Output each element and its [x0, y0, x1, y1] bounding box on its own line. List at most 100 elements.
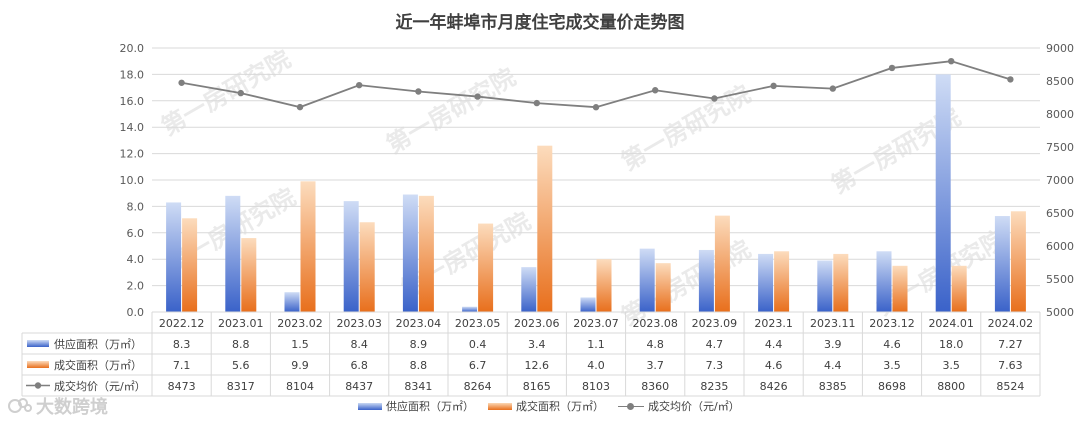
x-tick-label: 2023.07: [573, 317, 619, 330]
bar-supply: [402, 194, 418, 312]
data-label: 3.5: [883, 359, 901, 372]
x-tick-label: 2023.12: [869, 317, 915, 330]
data-label: 0.4: [469, 338, 487, 351]
y-left-tick-label: 8.0: [127, 200, 145, 213]
data-label: 8235: [700, 380, 728, 393]
data-label: 8698: [878, 380, 906, 393]
x-tick-label: 2023.1: [754, 317, 793, 330]
data-label: 8426: [760, 380, 788, 393]
data-label: 8385: [819, 380, 847, 393]
legend: 供应面积（万㎡） 成交面积（万㎡） 成交均价（元/㎡）: [358, 398, 740, 414]
price-point: [711, 95, 718, 102]
data-label: 7.27: [998, 338, 1023, 351]
bar-deal: [478, 223, 494, 312]
table-row-label: 供应面积（万㎡）: [54, 337, 142, 351]
bar-supply: [166, 202, 182, 312]
bar-supply: [876, 251, 892, 312]
brand-text: 大数跨境: [36, 397, 108, 418]
x-tick-label: 2022.12: [159, 317, 205, 330]
data-label: 3.5: [942, 359, 960, 372]
y-right-tick-label: 7000: [1046, 174, 1074, 187]
bar-supply: [758, 253, 774, 312]
data-label: 1.1: [587, 338, 605, 351]
bar-deal: [774, 251, 790, 312]
bar-supply: [817, 260, 833, 312]
bar-deal: [537, 145, 553, 312]
data-label: 8.8: [232, 338, 250, 351]
y-left-tick-label: 12.0: [120, 148, 145, 161]
x-tick-label: 2024.02: [988, 317, 1034, 330]
legend-item-deal: 成交面积（万㎡）: [488, 398, 604, 414]
data-label: 8800: [937, 380, 965, 393]
data-label: 12.6: [525, 359, 550, 372]
x-tick-label: 2023.03: [336, 317, 382, 330]
y-left-tick-label: 16.0: [120, 95, 145, 108]
bar-deal: [714, 215, 730, 312]
data-label: 8103: [582, 380, 610, 393]
bar-deal: [596, 259, 612, 312]
data-label: 3.4: [528, 338, 546, 351]
y-right-tick-label: 5500: [1046, 273, 1074, 286]
bar-deal: [951, 265, 967, 312]
x-tick-label: 2023.09: [692, 317, 738, 330]
y-right-tick-label: 5000: [1046, 306, 1074, 319]
x-tick-label: 2023.04: [396, 317, 442, 330]
data-label: 7.3: [706, 359, 724, 372]
y-left-tick-label: 20.0: [120, 42, 145, 55]
data-label: 5.6: [232, 359, 250, 372]
y-axis-right: 5000 5500 6000 6500 7000 7500 8000 8500 9000: [1046, 42, 1074, 319]
x-tick-label: 2023.01: [218, 317, 264, 330]
x-tick-label: 2023.06: [514, 317, 560, 330]
bar-deal: [418, 195, 434, 312]
data-label: 18.0: [939, 338, 964, 351]
y-left-tick-label: 18.0: [120, 68, 145, 81]
bar-deal: [182, 218, 198, 312]
price-point: [178, 79, 185, 86]
y-right-tick-label: 8000: [1046, 108, 1074, 121]
bar-deal: [241, 238, 257, 312]
bars-layer: [166, 74, 1026, 313]
data-label: 8524: [996, 380, 1024, 393]
y-left-tick-label: 4.0: [127, 253, 145, 266]
legend-label-deal: 成交面积（万㎡）: [516, 400, 604, 413]
bar-deal: [655, 263, 671, 312]
table-swatch-deal: [27, 361, 49, 368]
data-label: 4.8: [646, 338, 664, 351]
bar-supply: [462, 306, 478, 312]
legend-item-supply: 供应面积（万㎡）: [358, 398, 474, 414]
data-label: 8317: [227, 380, 255, 393]
legend-label-supply: 供应面积（万㎡）: [386, 400, 474, 413]
bar-supply: [225, 195, 241, 312]
y-right-tick-label: 8500: [1046, 75, 1074, 88]
data-label: 8.9: [410, 338, 428, 351]
data-label: 8104: [286, 380, 314, 393]
y-left-tick-label: 0.0: [127, 306, 145, 319]
bar-supply: [935, 74, 951, 313]
price-point: [770, 82, 777, 90]
data-label: 8165: [523, 380, 551, 393]
legend-swatch-price: [618, 402, 644, 411]
data-label: 4.0: [587, 359, 605, 372]
data-label: 1.5: [291, 338, 309, 351]
bar-deal: [359, 222, 375, 312]
bar-deal: [892, 265, 908, 312]
x-tick-label: 2023.02: [277, 317, 323, 330]
data-label: 7.63: [998, 359, 1023, 372]
data-label: 9.9: [291, 359, 309, 372]
bar-supply: [521, 267, 537, 312]
y-left-tick-label: 10.0: [120, 174, 145, 187]
watermark-text: 第一房研究院: [382, 63, 521, 159]
data-label: 7.1: [173, 359, 191, 372]
price-point: [415, 88, 422, 95]
data-label: 8437: [345, 380, 373, 393]
data-label: 3.7: [646, 359, 664, 372]
price-point: [888, 64, 896, 72]
table-swatch-price-dot: [34, 382, 42, 389]
data-label: 6.7: [469, 359, 487, 372]
bar-deal: [1010, 211, 1026, 312]
x-tick-label: 2023.08: [632, 317, 678, 330]
legend-item-price: 成交均价（元/㎡）: [618, 398, 740, 414]
data-label: 4.4: [824, 359, 842, 372]
data-label: 8473: [168, 380, 196, 393]
